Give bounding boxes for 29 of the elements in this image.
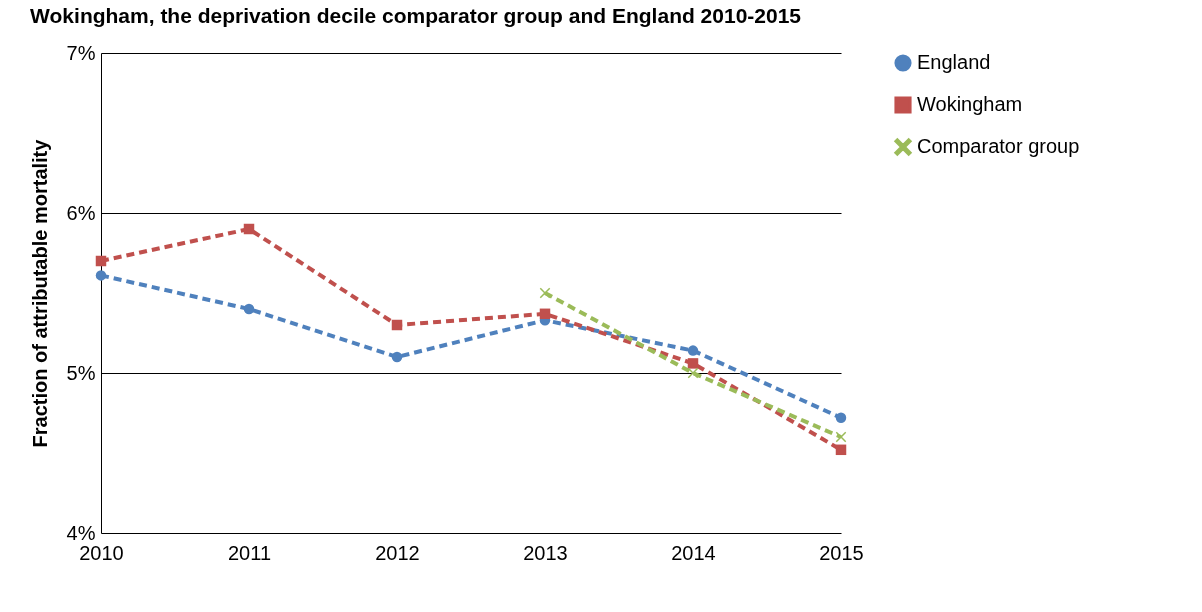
- point: [391, 351, 403, 363]
- legend-label: England: [917, 51, 991, 73]
- point: [391, 319, 403, 331]
- y-tick-label: 7%: [66, 41, 96, 64]
- x-tick-label: 2013: [523, 541, 568, 564]
- point: [243, 223, 255, 235]
- point: [687, 367, 699, 379]
- y-tick-label: 4%: [66, 521, 96, 544]
- point: [835, 412, 847, 424]
- point: [95, 255, 107, 267]
- point: [539, 308, 551, 320]
- point: [835, 444, 847, 456]
- point: [539, 287, 551, 299]
- point: [687, 358, 699, 369]
- point: [835, 431, 847, 443]
- y-tick-label: 5%: [66, 361, 96, 384]
- x-tick-label: 2014: [671, 541, 716, 564]
- legend-label: Comparator group: [917, 135, 1080, 157]
- x-tick-label: 2010: [79, 541, 124, 564]
- legend-label: Wokingham: [917, 93, 1023, 115]
- point: [243, 303, 255, 315]
- x-tick-label: 2011: [227, 541, 272, 564]
- chart-title: Wokingham, the deprivation decile comparator group and England 2010-2015: [30, 4, 802, 27]
- x-tick-label: 2012: [375, 541, 420, 564]
- y-axis-title: Fraction of attributable mortality: [28, 138, 51, 448]
- point: [95, 270, 107, 281]
- x-tick-label: 2015: [819, 541, 864, 564]
- y-tick-label: 6%: [66, 201, 96, 224]
- point: [687, 345, 699, 356]
